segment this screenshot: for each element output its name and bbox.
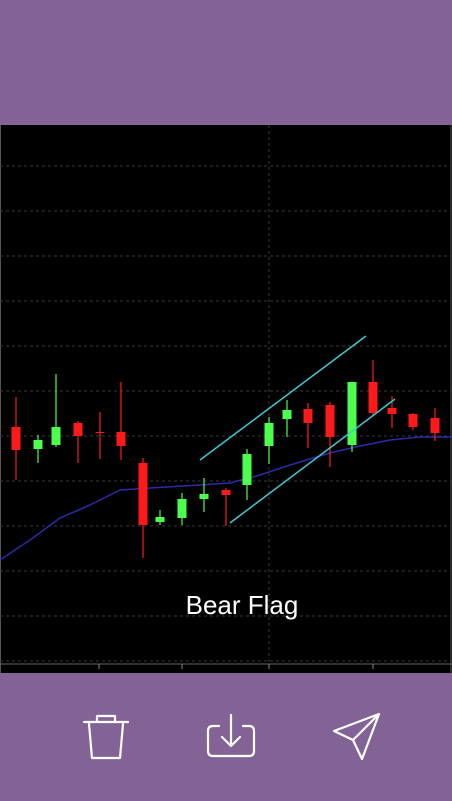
candle — [347, 382, 357, 452]
candle — [430, 408, 440, 441]
candle-body — [368, 382, 378, 413]
download-icon — [206, 713, 256, 758]
send-icon — [332, 712, 381, 761]
candle — [73, 421, 83, 463]
candle — [325, 402, 335, 467]
candle — [282, 400, 292, 437]
candle-body — [177, 499, 187, 518]
candle — [368, 360, 378, 415]
candle — [33, 435, 43, 463]
candle-body — [282, 410, 292, 419]
candle — [408, 413, 418, 430]
candle-body — [11, 427, 21, 450]
candle — [177, 493, 187, 525]
share-button[interactable] — [330, 710, 382, 762]
candle-body — [242, 454, 252, 485]
candle — [303, 403, 313, 448]
bottom-bar — [0, 673, 452, 801]
candle-body — [155, 517, 165, 522]
candle — [155, 510, 165, 525]
flag-upper-line — [199, 335, 367, 461]
candle-body — [387, 408, 397, 414]
candle-body — [347, 382, 357, 445]
candle-body — [199, 494, 209, 499]
candles — [11, 360, 440, 558]
trash-icon — [82, 714, 130, 760]
candle — [51, 374, 61, 447]
candle-body — [73, 423, 83, 436]
candle-body — [138, 463, 148, 525]
candle-body — [303, 409, 313, 423]
candle — [221, 488, 231, 526]
candle-body — [51, 427, 61, 445]
pattern-caption: Bear Flag — [186, 590, 299, 620]
candle — [242, 449, 252, 500]
candle — [116, 382, 126, 460]
delete-button[interactable] — [80, 712, 130, 762]
chart-image: Bear Flag — [0, 125, 452, 673]
candle-body — [264, 423, 274, 446]
candle-body — [408, 414, 418, 427]
moving-average — [0, 436, 452, 561]
candle-body — [33, 440, 43, 449]
candle-body — [116, 432, 126, 446]
candle-body — [325, 405, 335, 437]
candle — [199, 478, 209, 512]
x-axis-ticks — [98, 664, 374, 669]
download-button[interactable] — [205, 712, 257, 762]
candle — [95, 412, 105, 459]
candle-body — [221, 490, 231, 495]
flag-lower-line — [229, 398, 396, 524]
candle — [138, 458, 148, 558]
candle — [11, 397, 21, 480]
candle — [264, 417, 274, 464]
candle-body — [95, 432, 105, 433]
candle-body — [430, 418, 440, 433]
top-bar — [0, 0, 452, 125]
